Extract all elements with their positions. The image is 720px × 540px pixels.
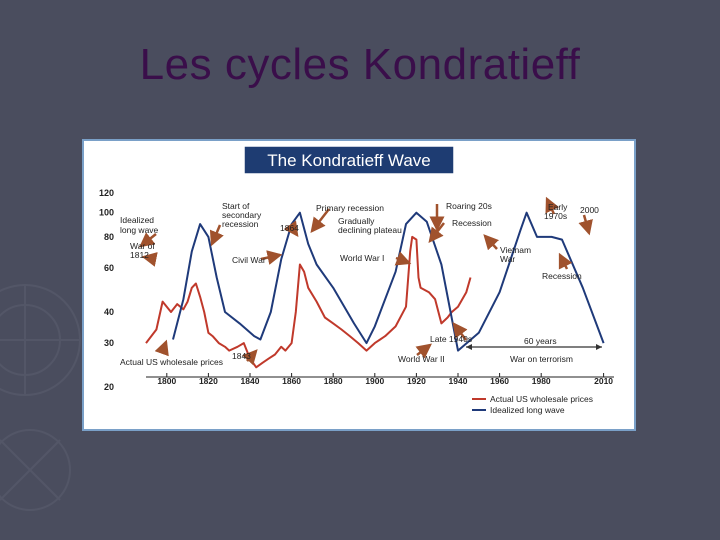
annotation-war-of-1812: War of 1812	[130, 241, 155, 260]
legend-label: Idealized long wave	[490, 405, 565, 415]
x-tick-label: 1920	[407, 376, 426, 386]
y-axis: 120 100 80 60 40 30 20	[99, 188, 114, 392]
chart-title-banner: The Kondratieff Wave	[243, 145, 455, 175]
legend-label: Actual US wholesale prices	[490, 394, 593, 404]
x-tick-label: 1940	[449, 376, 468, 386]
x-tick-label: 1820	[199, 376, 218, 386]
annotation-recession-2: Recession	[542, 271, 582, 281]
x-axis: 1800 1820 1840 1860 1880 1900 1920 1940 1960 1980…	[146, 373, 614, 386]
x-tick-label: 1980	[532, 376, 551, 386]
kondratieff-chart: The Kondratieff Wave 120 100 80 60 40 30 20 18…	[99, 145, 614, 415]
x-tick-label: 1860	[282, 376, 301, 386]
annotation-recession-1: Recession	[452, 218, 492, 228]
annotation-late-1940s: Late 1940s	[430, 334, 472, 344]
annotation-early-1970s: Early 1970s	[544, 202, 568, 221]
annotation-secondary-recession: Start of secondary recession	[222, 201, 262, 229]
annotation-arrows	[139, 196, 593, 366]
annotation-1864: 1864	[280, 223, 299, 233]
annotation-1843: 1843	[232, 351, 251, 361]
chart-title: The Kondratieff Wave	[267, 151, 430, 170]
annotation-60-years: 60 years	[524, 336, 557, 346]
annotation-world-war-1: World War I	[340, 253, 384, 263]
series-lines	[145, 211, 605, 369]
x-tick-label: 1800	[157, 376, 176, 386]
annotation-plateau: Gradually declining plateau	[338, 216, 402, 235]
annotation-primary-recession: Primary recession	[316, 203, 384, 213]
y-tick-label: 40	[104, 307, 114, 317]
x-tick-label: 1900	[365, 376, 384, 386]
chart-frame: The Kondratieff Wave 120 100 80 60 40 30 20 18…	[82, 139, 636, 431]
idealized-wave-line	[172, 211, 605, 352]
actual-prices-line	[145, 235, 472, 369]
annotation-civil-war: Civil War	[232, 255, 266, 265]
y-tick-label: 20	[104, 382, 114, 392]
annotation-2000: 2000	[580, 205, 599, 215]
y-tick-label: 120	[99, 188, 114, 198]
annotation-war-on-terrorism: War on terrorism	[510, 354, 573, 364]
x-tick-label: 2010	[594, 376, 613, 386]
annotation-actual-prices: Actual US wholesale prices	[120, 357, 223, 367]
x-tick-label: 1840	[241, 376, 260, 386]
x-tick-label: 1960	[490, 376, 509, 386]
y-tick-label: 30	[104, 338, 114, 348]
y-tick-label: 60	[104, 263, 114, 273]
annotation-roaring-20s: Roaring 20s	[446, 201, 492, 211]
x-tick-label: 1880	[324, 376, 343, 386]
slide-title: Les cycles Kondratieff	[139, 40, 581, 89]
y-tick-label: 100	[99, 208, 114, 218]
sixty-years-span	[466, 344, 602, 350]
annotation-world-war-2: World War II	[398, 354, 445, 364]
y-tick-label: 80	[104, 232, 114, 242]
annotation-idealized-long-wave: Idealized long wave	[120, 215, 159, 235]
annotation-vietnam-war: Vietnam War	[500, 245, 531, 264]
